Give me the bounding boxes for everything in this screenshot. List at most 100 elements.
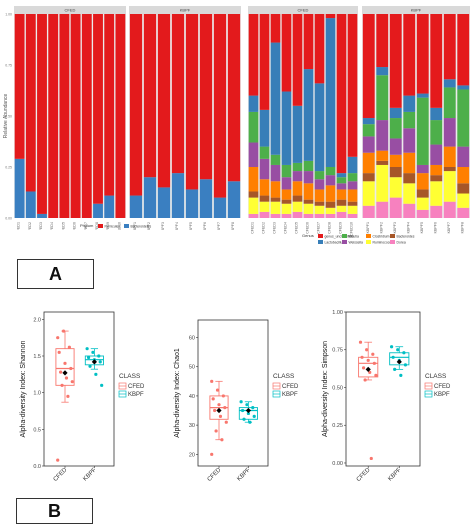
simpson-box-plot: Alpha-diversity Index: Simpson 0.00 0.25 0.…: [322, 310, 451, 483]
bar-segment-ruminococcus: [325, 207, 336, 214]
x-tick-label: KBPF5: [420, 222, 424, 233]
bar-segment-bacteroides: [281, 199, 292, 204]
bar-segment-clostridium: [270, 181, 281, 198]
x-tick-label: KBPF: [236, 467, 252, 483]
bar-segment-blautia: [362, 124, 375, 137]
data-point: [239, 400, 243, 404]
x-tick-label: CFED1: [17, 222, 21, 230]
bar-segment-ruminococcus: [457, 193, 470, 208]
bar-segment-dorea: [347, 213, 358, 218]
bar-segment-bacteroides: [314, 201, 325, 206]
bar-segment-blautia: [259, 146, 270, 159]
bar-segment-clostridium: [376, 150, 389, 161]
bar-segment-clostridium: [303, 183, 314, 200]
y-tick-label: 0.75: [5, 64, 12, 68]
bar-segment-dorea: [430, 205, 443, 218]
bar-segment-genus-unclassified: [403, 14, 416, 96]
bar-segment-blautia: [376, 75, 389, 121]
bar-segment-blautia: [403, 111, 416, 129]
bar-segment-lactobacillus: [457, 85, 470, 90]
bar-segment-ruminococcus: [314, 205, 325, 214]
x-tick-label: CFED8: [95, 222, 99, 230]
bar-segment-lactobacillus: [270, 42, 281, 155]
x-tick-label: KBPF7: [447, 222, 451, 233]
y-axis-title: Alpha-diversity Index: Shannon: [20, 340, 27, 437]
legend-title: Phylum: [80, 223, 94, 228]
bar-segment-firmicutes: [37, 14, 47, 214]
plot-frame: [43, 311, 115, 467]
bar-segment-weissella: [270, 164, 281, 182]
bar-segment-genus-unclassified: [303, 14, 314, 70]
bar-segment-clostridium: [325, 185, 336, 202]
y-tick-label: 0.25: [5, 166, 12, 170]
bar-segment-ruminococcus: [362, 181, 375, 206]
data-point: [213, 408, 217, 413]
data-point: [396, 348, 400, 352]
bar-segment-clostridium: [259, 179, 270, 196]
legend-entry-label: Firmicutes: [105, 224, 121, 228]
bar-segment-genus-unclassified: [270, 14, 281, 43]
x-tick-label: CFED1: [251, 222, 255, 234]
bar-segment-dorea: [389, 197, 402, 218]
bar-segment-weissella: [325, 175, 336, 186]
data-point: [98, 360, 102, 364]
bar-segment-bacteroides: [416, 189, 429, 198]
y-tick-label: 2.0: [33, 317, 41, 323]
bar-segment-firmicutes: [199, 14, 213, 180]
y-tick-label: 0.00: [5, 217, 12, 221]
bar-segment-blautia: [314, 171, 325, 180]
bar-segment-firmicutes: [157, 14, 171, 188]
y-axis-title: Relative Abundance: [3, 94, 9, 139]
bar-segment-clostridium: [292, 181, 303, 196]
data-point: [64, 376, 69, 380]
bar-segment-ruminococcus: [292, 201, 303, 212]
bar-segment-ruminococcus: [376, 164, 389, 202]
x-tick-label: KBPF2: [147, 222, 151, 230]
x-tick-label: KBPF3: [393, 222, 397, 233]
bar-segment-lactobacillus: [430, 107, 443, 121]
bar-segment-firmicutes: [81, 14, 92, 218]
phylum-stacked-bar-chart: Relative Abundance 0.00 0.25 0.50 0.75 1.00 CF…: [3, 6, 241, 230]
legend-title: CLASS: [119, 373, 141, 380]
x-tick-label: KBPF8: [460, 222, 464, 233]
facet-strip-label: CFED: [65, 8, 76, 13]
bar-segment-ruminococcus: [303, 203, 314, 214]
bar-segment-dorea: [376, 201, 389, 218]
bar-segment-bacteroides: [248, 191, 259, 198]
data-point: [245, 403, 249, 407]
panel-label-b: B: [16, 498, 93, 524]
bar-segment-lactobacillus: [292, 105, 303, 163]
y-tick-label: 1.00: [332, 310, 343, 316]
data-point: [369, 456, 373, 461]
bar-segment-firmicutes: [143, 14, 157, 178]
data-point: [403, 363, 408, 367]
x-tick-label: KBPF1: [366, 222, 370, 233]
x-tick-label: CFED: [53, 467, 69, 483]
bar-segment-blautia: [292, 162, 303, 172]
bar-segment-genus-unclassified: [347, 14, 358, 157]
data-point: [393, 367, 397, 371]
x-tick-label: KBPF: [82, 467, 98, 483]
y-tick-label: 30: [189, 423, 195, 429]
data-point: [365, 348, 369, 352]
bar-segment-dorea: [457, 207, 470, 218]
bar-segment-lactobacillus: [259, 109, 270, 147]
legend-swatch: [342, 234, 347, 238]
bar-segment-bacteroidetes: [227, 181, 241, 218]
bar-segment-weissella: [281, 177, 292, 190]
x-tick-label: CFED6: [73, 222, 77, 230]
x-tick-label: CFED10: [117, 222, 121, 230]
plot-frame: [345, 311, 421, 467]
data-point: [252, 414, 256, 418]
data-point: [70, 380, 74, 384]
bar-segment-lactobacillus: [325, 18, 336, 167]
bar-segment-weissella: [347, 181, 358, 190]
bar-segment-weissella: [362, 136, 375, 153]
bar-segment-bacteroides: [376, 160, 389, 165]
legend-entry-label: KBPF: [434, 392, 450, 398]
y-tick-label: 0.50: [5, 115, 12, 119]
data-point: [57, 350, 61, 354]
bar-segment-blautia: [416, 97, 429, 165]
y-tick-label: 60: [189, 336, 195, 342]
data-point: [248, 420, 252, 424]
